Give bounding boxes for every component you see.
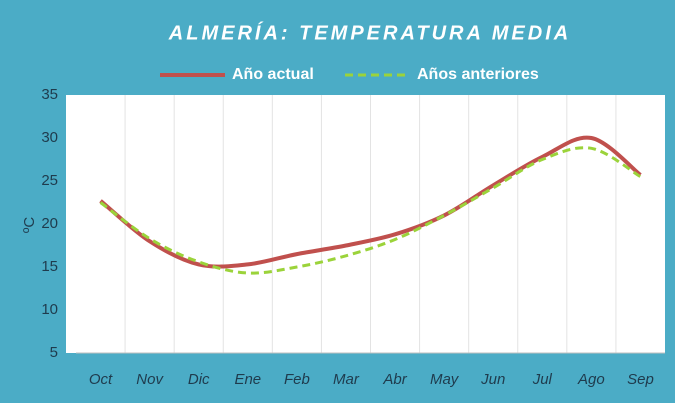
- x-tick-label: Oct: [89, 371, 113, 388]
- x-tick-label: May: [430, 371, 460, 388]
- y-tick-label: 20: [41, 215, 58, 232]
- x-tick-label: Ene: [234, 371, 261, 388]
- legend-label: Años anteriores: [417, 66, 539, 83]
- plot-area: [66, 95, 665, 353]
- x-tick-label: Feb: [284, 371, 310, 388]
- x-tick-label: Jun: [480, 371, 505, 388]
- y-tick-label: 5: [50, 344, 58, 361]
- y-tick-label: 30: [41, 129, 58, 146]
- chart-title: ALMERÍA: TEMPERATURA MEDIA: [168, 21, 571, 44]
- legend-label: Año actual: [232, 66, 314, 83]
- series-line: [99, 146, 642, 275]
- x-tick-label: Abr: [382, 371, 407, 388]
- series-line: [99, 135, 642, 269]
- x-tick-label: Nov: [136, 371, 164, 388]
- x-tick-label: Ago: [577, 371, 605, 388]
- y-tick-label: 15: [41, 258, 58, 275]
- y-axis-label: ºC: [21, 217, 38, 233]
- x-tick-label: Mar: [333, 371, 360, 388]
- x-tick-label: Jul: [532, 371, 553, 388]
- x-tick-label: Sep: [627, 371, 654, 388]
- y-tick-label: 35: [41, 86, 58, 103]
- y-tick-label: 25: [41, 172, 58, 189]
- y-tick-label: 10: [41, 301, 58, 318]
- x-tick-label: Dic: [188, 371, 210, 388]
